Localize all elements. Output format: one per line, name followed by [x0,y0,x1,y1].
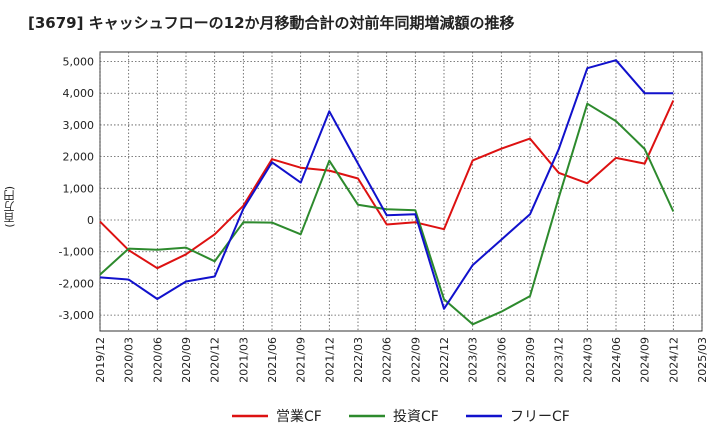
x-tick-label: 2022/09 [409,337,422,383]
x-tick-label: 2025/03 [696,337,709,383]
series-line-1 [99,100,675,270]
x-tick-label: 2020/03 [123,337,136,383]
x-tick-label: 2019/12 [94,337,107,383]
series-line-2 [99,102,675,326]
x-tick-label: 2021/09 [295,337,308,383]
legend-label-3: フリーCF [510,409,570,425]
x-tick-label: 2020/09 [180,337,193,383]
x-tick-label: 2021/06 [266,337,279,383]
x-tick-label: 2024/12 [667,337,680,383]
x-tick-label: 2021/03 [237,337,250,383]
x-tick-label: 2024/03 [581,337,594,383]
y-tick-label: 1,000 [63,182,95,195]
x-tick-label: 2022/06 [381,337,394,383]
y-tick-label: 0 [87,214,94,227]
chart-title: [3679] キャッシュフローの12か月移動合計の対前年同期増減額の推移 [28,14,515,32]
y-tick-label: 3,000 [63,119,95,132]
legend-label-1: 営業CF [276,409,322,425]
legend-label-2: 投資CF [393,409,439,425]
x-tick-label: 2023/06 [495,337,508,383]
x-tick-label: 2024/09 [639,337,652,383]
x-tick-label: 2023/03 [467,337,480,383]
y-tick-label: -3,000 [59,309,94,322]
y-tick-label: -2,000 [59,277,94,290]
y-tick-label: 4,000 [63,87,95,100]
y-tick-label: -1,000 [59,246,94,259]
x-tick-label: 2022/12 [438,337,451,383]
x-tick-label: 2023/12 [553,337,566,383]
x-tick-label: 2020/06 [151,337,164,383]
y-tick-label: 5,000 [63,56,95,69]
x-tick-label: 2022/03 [352,337,365,383]
y-tick-label: 2,000 [63,151,95,164]
plot-area [99,51,703,332]
x-tick-label: 2024/06 [610,337,623,383]
x-tick-label: 2020/12 [209,337,222,383]
series-line-3 [99,59,674,310]
x-tick-label: 2023/09 [524,337,537,383]
x-tick-label: 2021/12 [323,337,336,383]
